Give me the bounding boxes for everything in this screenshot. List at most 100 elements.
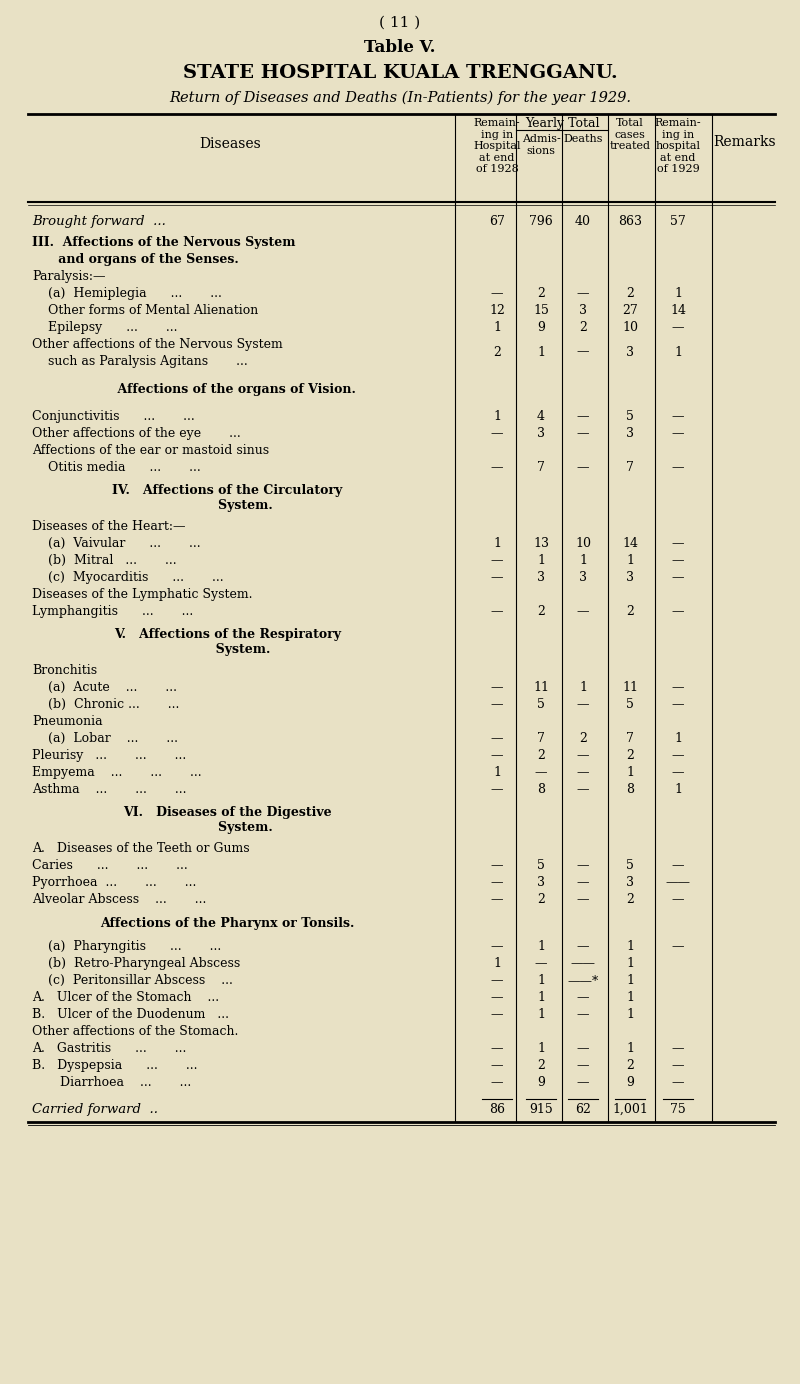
Text: 1: 1 <box>674 286 682 300</box>
Text: A.   Ulcer of the Stomach    ...: A. Ulcer of the Stomach ... <box>32 991 219 1003</box>
Text: 3: 3 <box>626 346 634 358</box>
Text: —: — <box>577 1042 590 1055</box>
Text: (c)  Peritonsillar Abscess    ...: (c) Peritonsillar Abscess ... <box>32 974 233 987</box>
Text: 5: 5 <box>537 859 545 872</box>
Text: Remain-
ing in
hospital
at end
of 1929: Remain- ing in hospital at end of 1929 <box>654 118 702 174</box>
Text: —: — <box>672 1075 684 1089</box>
Text: —: — <box>490 461 503 473</box>
Text: —: — <box>672 321 684 334</box>
Text: 2: 2 <box>626 1059 634 1073</box>
Text: Remarks: Remarks <box>714 136 776 149</box>
Text: —: — <box>490 732 503 745</box>
Text: —: — <box>672 605 684 619</box>
Text: —: — <box>490 783 503 796</box>
Text: —: — <box>577 991 590 1003</box>
Text: —: — <box>577 410 590 424</box>
Text: 1: 1 <box>674 346 682 358</box>
Text: —: — <box>577 765 590 779</box>
Text: 13: 13 <box>533 537 549 549</box>
Text: 9: 9 <box>537 321 545 334</box>
Text: —: — <box>490 1042 503 1055</box>
Text: Carried forward  ..: Carried forward .. <box>32 1103 158 1116</box>
Text: —: — <box>577 428 590 440</box>
Text: Diseases of the Lymphatic System.: Diseases of the Lymphatic System. <box>32 588 253 601</box>
Text: A.   Gastritis      ...       ...: A. Gastritis ... ... <box>32 1042 186 1055</box>
Text: —: — <box>490 893 503 907</box>
Text: 1: 1 <box>674 783 682 796</box>
Text: IV.   Affections of the Circulatory
        System.: IV. Affections of the Circulatory System… <box>112 484 342 512</box>
Text: 1: 1 <box>493 537 501 549</box>
Text: 1: 1 <box>537 991 545 1003</box>
Text: 1: 1 <box>626 1042 634 1055</box>
Text: 915: 915 <box>529 1103 553 1116</box>
Text: —: — <box>490 991 503 1003</box>
Text: 27: 27 <box>622 304 638 317</box>
Text: —: — <box>490 1008 503 1021</box>
Text: —: — <box>577 1059 590 1073</box>
Text: —: — <box>577 346 590 358</box>
Text: 15: 15 <box>533 304 549 317</box>
Text: Affections of the Pharynx or Tonsils.: Affections of the Pharynx or Tonsils. <box>100 916 354 930</box>
Text: (b)  Chronic ...       ...: (b) Chronic ... ... <box>32 698 179 711</box>
Text: 4: 4 <box>537 410 545 424</box>
Text: Diseases of the Heart:—: Diseases of the Heart:— <box>32 520 186 533</box>
Text: 1: 1 <box>537 1008 545 1021</box>
Text: 5: 5 <box>626 698 634 711</box>
Text: A.   Diseases of the Teeth or Gums: A. Diseases of the Teeth or Gums <box>32 841 250 855</box>
Text: Return of Diseases and Deaths (In-Patients) for the year 1929.: Return of Diseases and Deaths (In-Patien… <box>169 91 631 105</box>
Text: STATE HOSPITAL KUALA TRENGGANU.: STATE HOSPITAL KUALA TRENGGANU. <box>182 64 618 82</box>
Text: —: — <box>577 783 590 796</box>
Text: —: — <box>577 1075 590 1089</box>
Text: 1: 1 <box>626 554 634 567</box>
Text: Deaths: Deaths <box>563 134 602 144</box>
Text: 9: 9 <box>537 1075 545 1089</box>
Text: —: — <box>490 1075 503 1089</box>
Text: B.   Ulcer of the Duodenum   ...: B. Ulcer of the Duodenum ... <box>32 1008 229 1021</box>
Text: Table V.: Table V. <box>364 39 436 55</box>
Text: —: — <box>490 974 503 987</box>
Text: —: — <box>490 698 503 711</box>
Text: 1: 1 <box>626 956 634 970</box>
Text: 1: 1 <box>626 991 634 1003</box>
Text: —: — <box>490 572 503 584</box>
Text: —: — <box>490 1059 503 1073</box>
Text: 2: 2 <box>537 749 545 763</box>
Text: —: — <box>577 605 590 619</box>
Text: 1: 1 <box>537 940 545 954</box>
Text: (b)  Retro-Pharyngeal Abscess: (b) Retro-Pharyngeal Abscess <box>32 956 240 970</box>
Text: Pleurisy   ...       ...       ...: Pleurisy ... ... ... <box>32 749 186 763</box>
Text: B.   Dyspepsia      ...       ...: B. Dyspepsia ... ... <box>32 1059 198 1073</box>
Text: 796: 796 <box>529 215 553 228</box>
Text: —: — <box>490 286 503 300</box>
Text: —: — <box>577 876 590 889</box>
Text: 57: 57 <box>670 215 686 228</box>
Text: 1: 1 <box>674 732 682 745</box>
Text: 5: 5 <box>626 410 634 424</box>
Text: 3: 3 <box>626 428 634 440</box>
Text: ——: —— <box>666 876 690 889</box>
Text: 1: 1 <box>626 765 634 779</box>
Text: 3: 3 <box>537 876 545 889</box>
Text: Alveolar Abscess    ...       ...: Alveolar Abscess ... ... <box>32 893 206 907</box>
Text: Yearly Total: Yearly Total <box>525 118 599 130</box>
Text: —: — <box>490 681 503 693</box>
Text: 2: 2 <box>537 286 545 300</box>
Text: —: — <box>490 859 503 872</box>
Text: (c)  Myocarditis      ...       ...: (c) Myocarditis ... ... <box>32 572 224 584</box>
Text: 86: 86 <box>489 1103 505 1116</box>
Text: V.   Affections of the Respiratory
       System.: V. Affections of the Respiratory System. <box>114 628 341 656</box>
Text: Lymphangitis      ...       ...: Lymphangitis ... ... <box>32 605 194 619</box>
Text: 1: 1 <box>626 974 634 987</box>
Text: Bronchitis: Bronchitis <box>32 664 97 677</box>
Text: Other affections of the eye       ...: Other affections of the eye ... <box>32 428 241 440</box>
Text: —: — <box>534 956 547 970</box>
Text: 7: 7 <box>537 732 545 745</box>
Text: 1: 1 <box>537 1042 545 1055</box>
Text: Paralysis:—: Paralysis:— <box>32 270 106 282</box>
Text: Brought forward  ...: Brought forward ... <box>32 215 166 228</box>
Text: —: — <box>490 940 503 954</box>
Text: 1: 1 <box>537 346 545 358</box>
Text: 10: 10 <box>622 321 638 334</box>
Text: —: — <box>490 876 503 889</box>
Text: (a)  Acute    ...       ...: (a) Acute ... ... <box>32 681 177 693</box>
